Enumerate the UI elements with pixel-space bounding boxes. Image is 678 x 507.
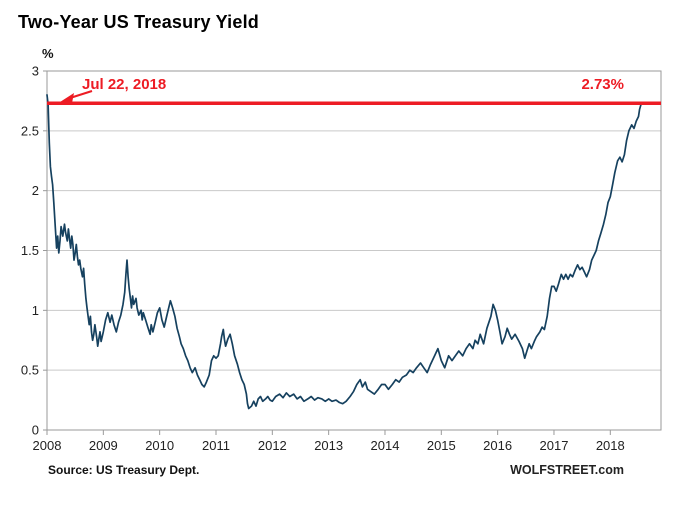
annotation-value-label: 2.73% (581, 76, 624, 93)
svg-text:2014: 2014 (371, 438, 400, 453)
annotation-date-label: Jul 22, 2018 (82, 76, 167, 93)
svg-text:2: 2 (32, 183, 39, 198)
svg-text:2013: 2013 (314, 438, 343, 453)
svg-text:1: 1 (32, 303, 39, 318)
svg-text:2008: 2008 (33, 438, 62, 453)
svg-text:2018: 2018 (596, 438, 625, 453)
y-axis-unit-label: % (42, 46, 54, 61)
svg-text:2009: 2009 (89, 438, 118, 453)
brand-credit: WOLFSTREET.com (510, 463, 624, 477)
svg-text:3: 3 (32, 64, 39, 79)
chart-title: Two-Year US Treasury Yield (18, 12, 259, 32)
source-credit: Source: US Treasury Dept. (48, 463, 200, 477)
svg-text:2017: 2017 (540, 438, 569, 453)
svg-text:2015: 2015 (427, 438, 456, 453)
svg-text:2010: 2010 (145, 438, 174, 453)
svg-text:2016: 2016 (483, 438, 512, 453)
svg-text:2011: 2011 (202, 438, 230, 453)
svg-text:0: 0 (32, 423, 39, 438)
svg-text:1.5: 1.5 (21, 243, 39, 258)
svg-text:2012: 2012 (258, 438, 287, 453)
svg-text:0.5: 0.5 (21, 363, 39, 378)
svg-text:2.5: 2.5 (21, 123, 39, 138)
